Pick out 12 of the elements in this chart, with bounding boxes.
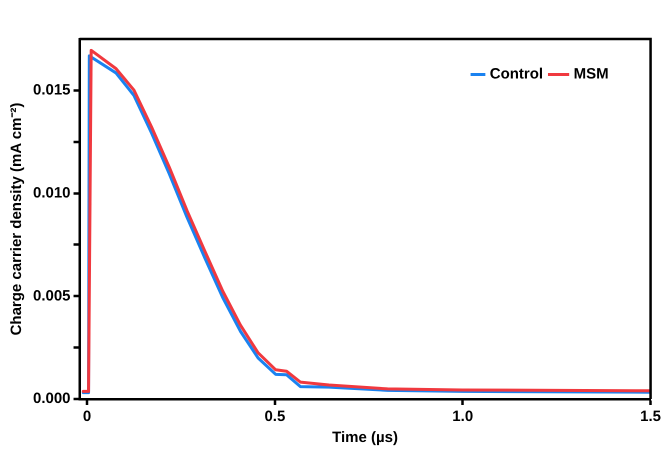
- y-tick-label: 0.005: [32, 287, 71, 304]
- legend-label: MSM: [574, 66, 609, 83]
- x-tick-label: 1.5: [640, 408, 662, 426]
- y-tick-label: 0.010: [32, 184, 71, 202]
- y-axis-title: Charge carrier density (mA cm⁻²): [8, 102, 26, 336]
- y-tick-label: 0.015: [32, 82, 71, 99]
- legend-label: Control: [490, 66, 544, 83]
- x-tick-label: 1.0: [452, 408, 474, 426]
- x-axis-title: Time (µs): [332, 429, 398, 446]
- x-tick-label: 0.5: [264, 408, 286, 426]
- y-tick-label: 0.000: [32, 390, 71, 408]
- x-tick-label: 0: [82, 408, 92, 426]
